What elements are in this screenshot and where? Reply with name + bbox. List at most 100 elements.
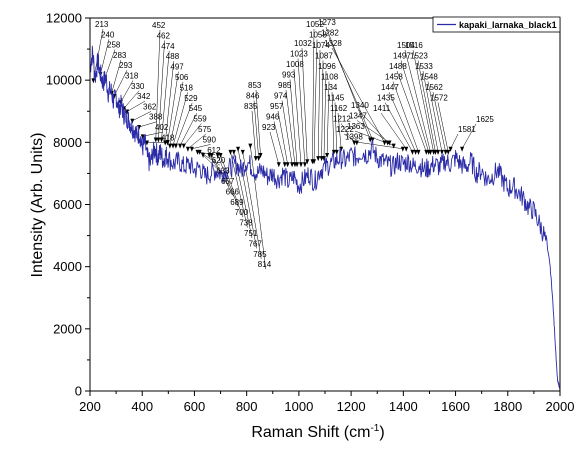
peak-leader-line: [384, 102, 413, 152]
peak-label: 452: [152, 21, 166, 30]
peak-leader-line: [220, 154, 244, 218]
peak-leader-line: [169, 81, 184, 146]
peak-label: 559: [193, 115, 207, 124]
peak-leader-line: [396, 70, 427, 152]
peak-leader-line: [158, 40, 165, 140]
peak-arrowhead: [410, 149, 415, 155]
y-tick-label: 0: [75, 384, 82, 399]
peak-arrowhead: [460, 146, 465, 152]
peak-leader-line: [126, 100, 146, 112]
peak-label: 418: [161, 133, 175, 142]
peak-leader-line: [334, 102, 337, 152]
peak-leader-line: [328, 37, 373, 140]
peak-label: 1398: [345, 133, 363, 142]
peak-label: 923: [262, 123, 276, 132]
peak-leader-line: [422, 70, 439, 152]
x-tick-label: 800: [236, 399, 258, 414]
peak-leader-line: [289, 79, 298, 165]
peak-leader-line: [179, 113, 198, 146]
peak-label: 213: [95, 20, 109, 29]
peak-label: 1435: [377, 94, 395, 103]
peak-label: 1282: [321, 29, 339, 38]
peak-leader-line: [139, 121, 158, 128]
peak-label: 1447: [381, 83, 399, 92]
peak-leader-line: [400, 60, 429, 152]
peak-leader-line: [172, 92, 188, 146]
peak-label: 1347: [349, 112, 367, 121]
peak-leader-line: [437, 102, 449, 152]
peak-leader-line: [352, 141, 403, 150]
peak-label: 1625: [476, 115, 494, 124]
peak-leader-line: [123, 90, 140, 109]
peak-label: 689: [230, 198, 244, 207]
peak-label: 1504: [397, 41, 415, 50]
peak-leader-line: [111, 59, 122, 93]
peak-label: 506: [175, 73, 189, 82]
legend: kapaki_larnaka_black1: [432, 16, 561, 33]
y-tick-label: 10000: [46, 73, 82, 88]
peak-label: 738: [239, 219, 253, 228]
peak-arrowhead: [228, 149, 233, 155]
peak-label: 545: [189, 104, 203, 113]
peak-leader-line: [104, 49, 116, 78]
peak-label: 657: [221, 177, 235, 186]
peak-label: 620: [212, 156, 226, 165]
peak-leader-line: [285, 89, 296, 165]
peak-label: 814: [258, 260, 272, 269]
peak-arrowhead: [448, 146, 453, 152]
peak-arrowhead: [339, 146, 344, 152]
peak-arrowhead: [413, 149, 418, 155]
peak-arrowhead: [256, 156, 261, 162]
peak-leader-line: [250, 145, 267, 270]
peak-arrowhead: [443, 149, 448, 155]
peak-label: 1581: [458, 125, 476, 134]
peak-arrowhead: [153, 137, 158, 143]
peak-label: 633: [216, 167, 230, 176]
peak-leader-line: [255, 89, 261, 156]
peak-label: 785: [253, 250, 267, 259]
peak-leader-line: [331, 47, 385, 143]
peak-label: 1222: [336, 125, 354, 134]
peak-leader-line: [161, 50, 170, 140]
peak-arrowhead: [331, 149, 336, 155]
peak-arrowhead: [276, 162, 281, 168]
peak-label: 1572: [430, 94, 448, 103]
peak-label: 488: [166, 52, 180, 61]
peak-label: 835: [244, 102, 258, 111]
peak-arrowhead: [218, 152, 223, 158]
peak-label: 402: [155, 123, 169, 132]
peak-arrowhead: [209, 152, 214, 158]
peak-label: 1273: [318, 18, 336, 27]
peak-leader-line: [301, 47, 308, 162]
peak-arrowhead: [156, 137, 161, 143]
peak-label: 1328: [324, 39, 342, 48]
peak-label: 388: [149, 113, 163, 122]
peak-arrowhead: [231, 149, 236, 155]
peak-arrowhead: [236, 146, 241, 152]
peak-leader-line: [217, 154, 239, 207]
peak-arrowhead: [325, 152, 330, 158]
peak-leader-line: [167, 71, 179, 143]
peak-arrowhead: [334, 149, 339, 155]
y-tick-label: 4000: [53, 259, 82, 274]
peak-label: 1008: [286, 60, 304, 69]
peak-leader-line: [358, 109, 388, 143]
peak-leader-line: [326, 81, 330, 155]
peak-arrowhead: [387, 140, 392, 146]
peak-label: 957: [270, 102, 284, 111]
peak-leader-line: [155, 29, 161, 140]
peak-label: 362: [143, 102, 157, 111]
peak-leader-line: [450, 133, 459, 149]
peak-leader-lines: [91, 26, 477, 270]
peak-arrowhead: [159, 137, 164, 143]
x-axis-label-main: Raman Shift (cm: [251, 424, 370, 441]
peak-arrowhead: [189, 146, 194, 152]
peak-leader-line: [356, 120, 390, 143]
peak-label: 318: [125, 72, 139, 81]
peak-arrowhead: [433, 149, 438, 155]
x-tick-label: 1000: [284, 399, 313, 414]
peak-arrowhead: [258, 152, 263, 158]
peak-leader-line: [412, 49, 434, 152]
peak-label: 751: [244, 229, 258, 238]
peak-leader-line: [269, 131, 280, 165]
